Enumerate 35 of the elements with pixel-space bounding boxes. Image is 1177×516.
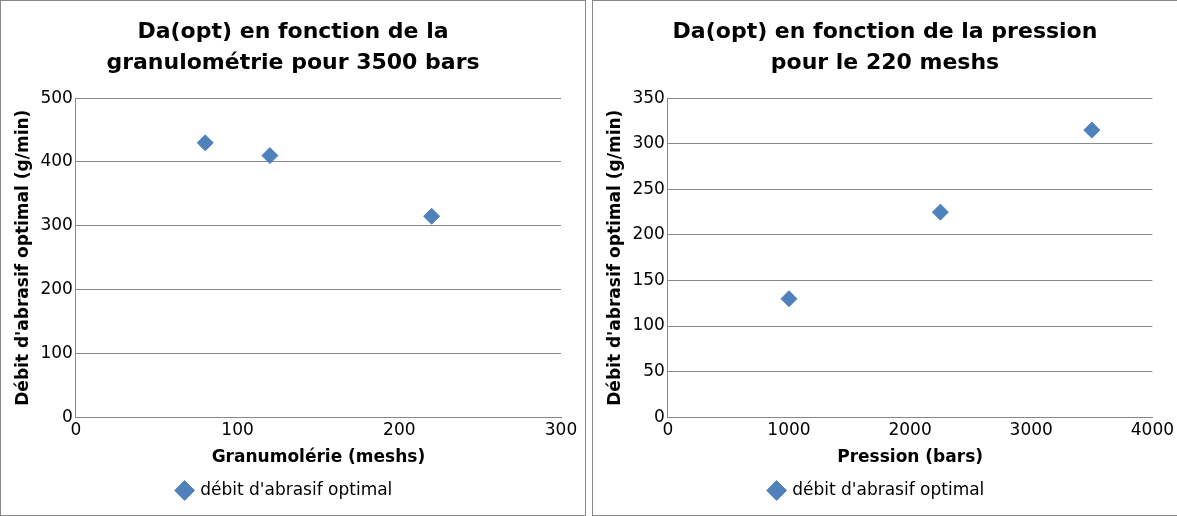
y-tick-label: 150 — [632, 268, 665, 289]
y-tick-label: 250 — [632, 177, 665, 198]
x-tick-label: 200 — [383, 418, 416, 439]
x-axis-title: Pression (bars) — [837, 446, 984, 467]
point — [423, 207, 441, 225]
point — [1083, 121, 1101, 139]
x-tick-label: 300 — [544, 418, 578, 439]
x-axis-title: Granumolérie (meshs) — [211, 446, 426, 467]
x-tick-label: 2000 — [888, 418, 932, 439]
x-tick-label: 100 — [221, 418, 254, 439]
y-tick-label: 300 — [40, 214, 73, 235]
y-tick-label: 0 — [654, 405, 665, 426]
legend-label: débit d'abrasif optimal — [200, 478, 393, 499]
x-tick-label: 1000 — [767, 418, 811, 439]
y-axis-title: Débit d'abrasif optimal (g/min) — [11, 109, 32, 406]
point — [261, 147, 279, 165]
y-tick-label: 400 — [40, 150, 73, 171]
y-axis-title: Débit d'abrasif optimal (g/min) — [603, 109, 624, 406]
point — [931, 203, 949, 221]
y-tick-label: 100 — [40, 341, 73, 362]
y-tick-label: 200 — [40, 278, 73, 299]
y-tick-label: 0 — [62, 405, 73, 426]
x-tick-label: 3000 — [1009, 418, 1053, 439]
chart-title: Da(opt) en fonction de la granulométrie pour 3500 bars — [105, 17, 481, 76]
legend-label: débit d'abrasif optimal — [792, 478, 985, 499]
point — [196, 134, 214, 152]
y-tick-label: 300 — [632, 132, 665, 153]
y-tick-label: 50 — [643, 360, 665, 381]
y-tick-label: 100 — [632, 314, 665, 335]
x-tick-label: 4000 — [1130, 418, 1174, 439]
y-tick-label: 200 — [632, 223, 665, 244]
y-tick-label: 500 — [40, 86, 73, 107]
chart-title: Da(opt) en fonction de la pression pour le 220 meshs — [671, 17, 1099, 76]
point — [780, 290, 798, 308]
y-tick-label: 350 — [632, 86, 665, 107]
